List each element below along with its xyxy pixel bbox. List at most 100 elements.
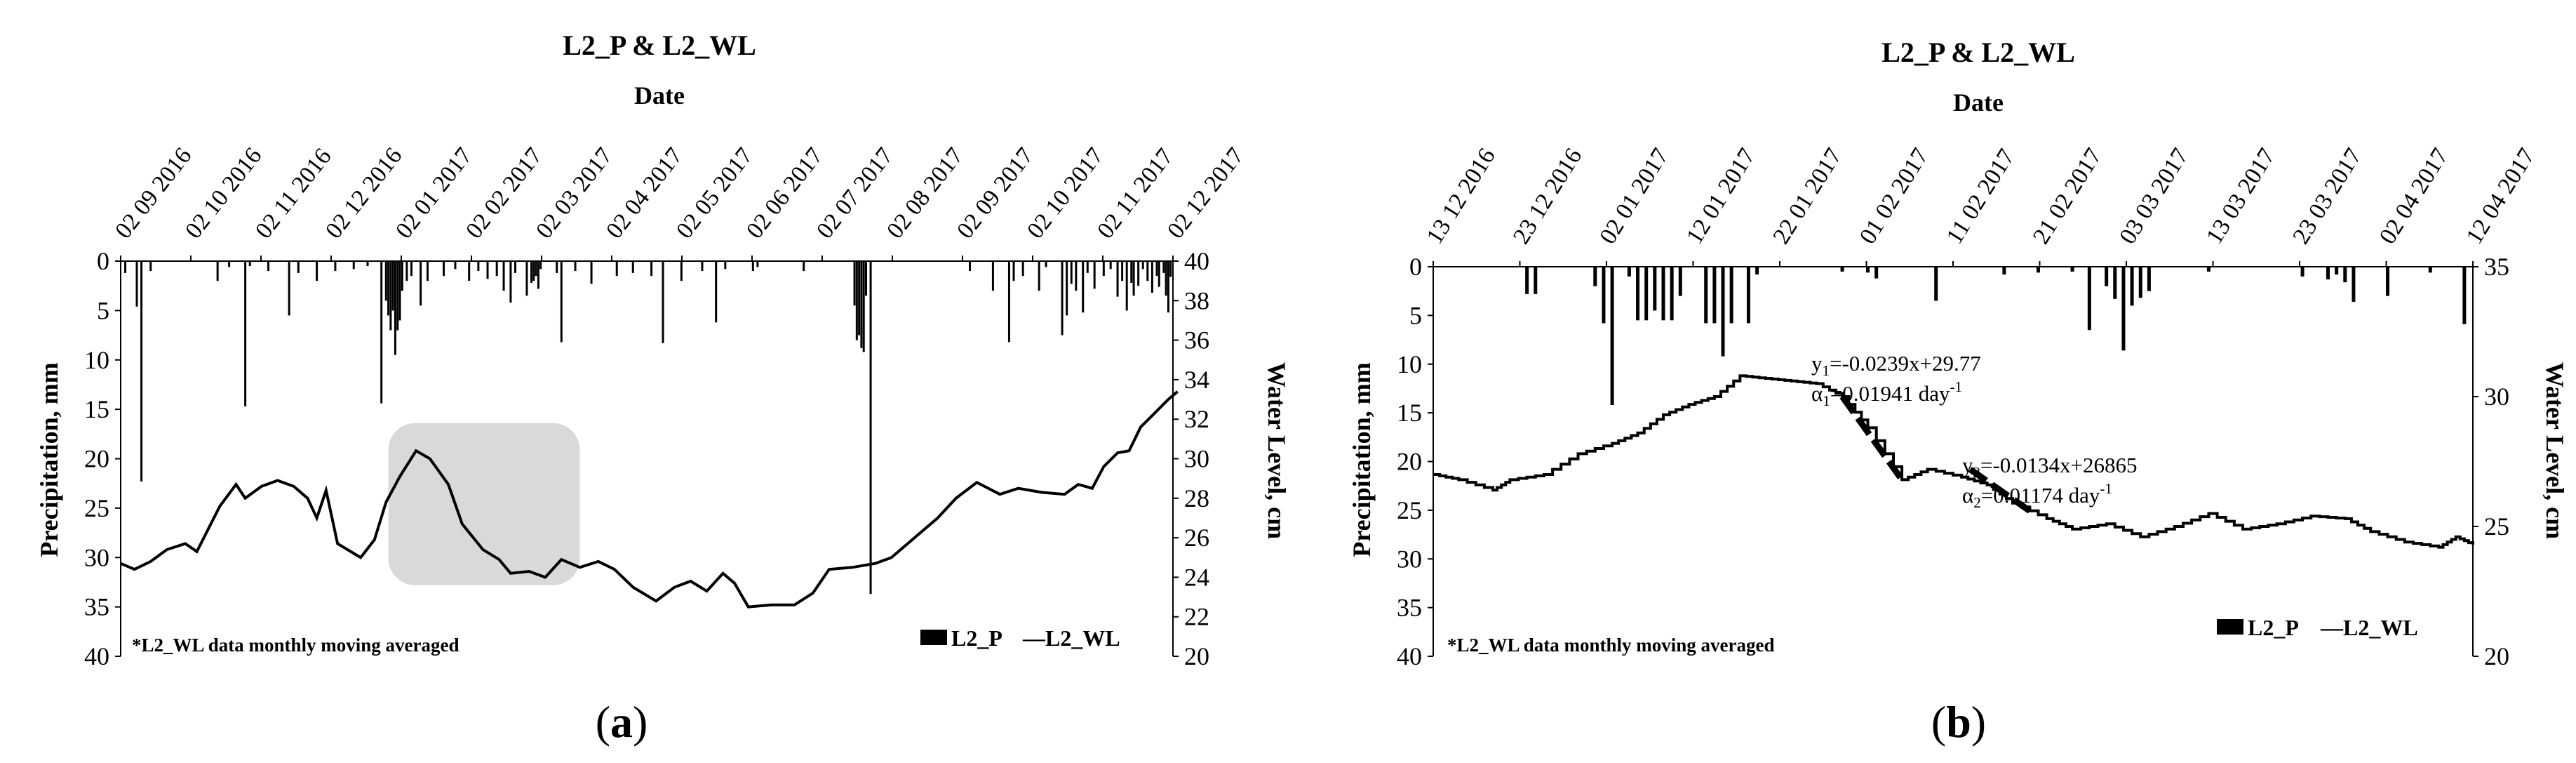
precipitation-bar — [1038, 261, 1040, 291]
precipitation-bar — [1746, 267, 1750, 324]
left-tick-label: 0 — [1409, 253, 1422, 281]
precipitation-bar — [1644, 267, 1649, 321]
precipitation-bar — [389, 261, 392, 331]
precipitation-bar — [560, 261, 563, 343]
chart-title: L2_P & L2_WL — [1881, 37, 2075, 68]
precipitation-bar — [1712, 267, 1717, 324]
y-axis-right-title: Water Level, cm — [1263, 362, 1291, 539]
precipitation-bar — [1082, 261, 1085, 313]
precipitation-bar — [1066, 261, 1068, 316]
precipitation-bar — [1525, 267, 1529, 294]
precipitation-bar — [1125, 261, 1128, 311]
right-axis-ticks: 20 22 24 26 28 30 32 34 36 38 40 — [1173, 247, 1209, 670]
precipitation-bar — [535, 261, 537, 277]
panel-b: 0 5 10 15 20 25 30 35 40 20 25 30 35 13 12 2016 23 1… — [1348, 37, 2569, 747]
chart-title: L2_P & L2_WL — [563, 29, 756, 61]
precipitation-bar — [420, 261, 422, 306]
left-tick-label: 5 — [97, 296, 109, 324]
left-tick-label: 25 — [1397, 496, 1422, 524]
precipitation-bar — [1116, 261, 1119, 297]
date-tick-label: 11 02 2017 — [1941, 145, 2020, 248]
precipitation-bar — [2087, 267, 2091, 331]
precipitation-bar — [1162, 261, 1165, 273]
precipitation-bar — [468, 261, 471, 281]
precipitation-bar — [590, 261, 593, 284]
date-tick-label: 21 02 2017 — [2028, 144, 2107, 248]
precipitation-bar — [2428, 267, 2432, 273]
precipitation-bar — [1534, 267, 1538, 294]
recession-coefficient-1: α1=0.01941 day-1 — [1811, 378, 1962, 409]
y-axis-right-title: Water Level, cm — [2541, 362, 2569, 539]
precipitation-bar — [1130, 261, 1133, 283]
precipitation-bar — [2335, 267, 2339, 275]
regression-equation-2: y2=-0.0134x+26865 — [1962, 453, 2138, 481]
precipitation-bar — [297, 261, 300, 273]
right-tick-label: 25 — [2484, 512, 2509, 540]
legend-dash: — — [1022, 625, 1046, 651]
precipitation-bar — [2300, 267, 2305, 277]
precipitation-bar — [2326, 267, 2330, 280]
y-axis-left-title: Precipitation, mm — [1348, 362, 1376, 557]
precipitation-bar — [1169, 261, 1172, 277]
precipitation-bars — [124, 261, 1172, 595]
precipitation-bar — [860, 261, 863, 348]
precipitation-bar — [1721, 267, 1725, 357]
right-tick-label: 26 — [1184, 524, 1209, 552]
precipitation-bar — [1729, 267, 1733, 324]
precipitation-bar — [650, 261, 653, 277]
left-tick-label: 10 — [84, 346, 109, 374]
precipitation-bar — [1167, 261, 1169, 313]
precipitation-bar — [454, 261, 457, 270]
precipitation-bar — [724, 261, 727, 270]
left-tick-label: 20 — [1397, 448, 1422, 476]
right-tick-label: 40 — [1184, 247, 1209, 275]
left-tick-label: 35 — [84, 593, 109, 621]
left-tick-label: 20 — [84, 445, 109, 473]
precipitation-bar — [858, 261, 861, 336]
precipitation-bar — [1146, 261, 1149, 281]
precipitation-bar — [756, 261, 759, 267]
precipitation-bar — [401, 261, 403, 291]
precipitation-bar — [443, 261, 445, 277]
left-tick-label: 15 — [1397, 399, 1422, 427]
precipitation-bar — [865, 261, 867, 296]
precipitation-bar — [1007, 261, 1010, 343]
right-tick-label: 20 — [2484, 642, 2509, 670]
water-level-line — [120, 390, 1179, 609]
highlight-region — [388, 423, 580, 585]
precipitation-bar — [405, 261, 408, 281]
precipitation-bar — [366, 261, 369, 267]
precipitation-bar — [2121, 267, 2126, 351]
precipitation-bar — [2105, 267, 2109, 286]
right-tick-label: 22 — [1184, 603, 1209, 631]
water-level-line — [1433, 374, 2474, 549]
right-axis-ticks: 20 25 30 35 — [2473, 253, 2509, 670]
precipitation-bar — [1012, 261, 1015, 281]
date-tick-label: 13 12 2016 — [1421, 144, 1500, 248]
precipitation-bar — [853, 261, 856, 306]
date-tick-label: 22 01 2017 — [1768, 144, 1846, 248]
precipitation-bar — [391, 261, 394, 311]
legend-line-label: L2_WL — [1045, 625, 1120, 651]
precipitation-bar — [574, 261, 577, 272]
precipitation-bar — [2138, 267, 2142, 298]
left-tick-label: 0 — [97, 247, 109, 275]
precipitation-bar — [1661, 267, 1665, 321]
precipitation-bar — [394, 261, 396, 355]
precipitation-bar — [1610, 267, 1614, 406]
precipitation-bar — [1151, 261, 1153, 293]
left-tick-label: 40 — [84, 642, 109, 670]
precipitation-bar — [662, 261, 664, 343]
precipitation-bar — [2462, 267, 2467, 324]
legend-bar-swatch — [2217, 619, 2243, 635]
precipitation-bar — [1093, 261, 1096, 289]
date-tick-label: 13 03 2017 — [2201, 144, 2280, 248]
precipitation-bar — [715, 261, 718, 323]
precipitation-bar — [410, 261, 412, 277]
precipitation-bar — [495, 261, 498, 277]
precipitation-bar — [509, 261, 512, 303]
precipitation-bar — [1155, 261, 1158, 277]
date-tick-label: 23 12 2016 — [1508, 144, 1587, 248]
precipitation-bar — [631, 261, 634, 273]
left-tick-label: 30 — [1397, 545, 1422, 573]
